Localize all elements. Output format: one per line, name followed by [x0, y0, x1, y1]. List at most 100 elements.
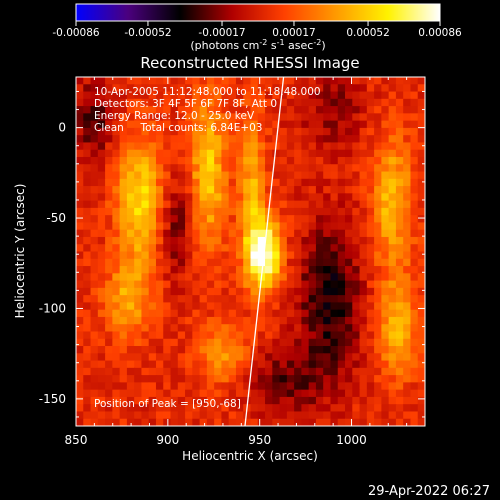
heatmap-cell	[388, 98, 397, 107]
heatmap-cell	[352, 266, 361, 274]
heatmap-cell	[199, 273, 208, 282]
heatmap-cell	[97, 215, 106, 224]
heatmap-cell	[308, 287, 317, 296]
heatmap-cell	[257, 331, 266, 340]
heatmap-cell	[134, 389, 143, 398]
heatmap-cell	[148, 382, 157, 391]
heatmap-cell	[337, 367, 346, 376]
heatmap-cell	[112, 295, 121, 303]
heatmap-cell	[83, 127, 92, 136]
heatmap-cell	[279, 251, 288, 260]
heatmap-cell	[403, 244, 412, 253]
heatmap-cell	[155, 331, 164, 340]
heatmap-cell	[330, 396, 339, 405]
heatmap-cell	[155, 411, 164, 420]
heatmap-cell	[206, 178, 215, 187]
heatmap-cell	[265, 222, 273, 231]
heatmap-cell	[235, 353, 244, 362]
heatmap-cell	[243, 280, 252, 289]
heatmap-cell	[301, 346, 310, 354]
heatmap-cell	[323, 171, 332, 180]
heatmap-cell	[301, 273, 310, 282]
heatmap-cell	[410, 200, 419, 209]
heatmap-cell	[330, 404, 339, 413]
heatmap-cell	[105, 382, 113, 391]
heatmap-cell	[148, 375, 157, 383]
heatmap-cell	[112, 266, 121, 274]
heatmap-cell	[177, 236, 186, 245]
heatmap-cell	[301, 236, 310, 245]
heatmap-cell	[294, 142, 302, 151]
heatmap-cell	[155, 120, 164, 129]
heatmap-cell	[366, 258, 375, 267]
heatmap-cell	[257, 389, 266, 398]
heatmap-cell	[76, 149, 84, 158]
heatmap-cell	[163, 382, 172, 391]
heatmap-cell	[235, 98, 244, 107]
heatmap-cell	[76, 324, 84, 333]
heatmap-cell	[374, 287, 382, 296]
heatmap-cell	[83, 207, 92, 216]
heatmap-cell	[265, 113, 273, 122]
heatmap-cell	[83, 251, 92, 260]
heatmap-cell	[228, 353, 237, 362]
heatmap-cell	[134, 244, 143, 253]
heatmap-cell	[250, 244, 259, 253]
heatmap-cell	[294, 396, 302, 405]
heatmap-cell	[192, 236, 201, 245]
heatmap-cell	[294, 302, 302, 311]
heatmap-cell	[352, 338, 361, 347]
heatmap-cell	[105, 375, 113, 383]
heatmap-cell	[374, 193, 382, 202]
heatmap-cell	[286, 164, 295, 173]
heatmap-cell	[272, 353, 281, 362]
heatmap-cell	[185, 77, 193, 85]
heatmap-cell	[345, 77, 353, 85]
heatmap-cell	[301, 98, 310, 107]
heatmap-cell	[126, 411, 135, 420]
heatmap-cell	[83, 178, 92, 187]
heatmap-cell	[185, 295, 193, 303]
heatmap-cell	[228, 113, 237, 122]
heatmap-cell	[148, 178, 157, 187]
heatmap-cell	[199, 360, 208, 369]
heatmap-cell	[257, 418, 266, 426]
heatmap-cell	[192, 346, 201, 354]
heatmap-cell	[141, 156, 150, 165]
heatmap-cell	[119, 360, 128, 369]
heatmap-cell	[134, 127, 143, 136]
heatmap-cell	[395, 382, 404, 391]
heatmap-cell	[214, 98, 223, 107]
heatmap-cell	[185, 396, 193, 405]
heatmap-cell	[134, 287, 143, 296]
heatmap-cell	[199, 106, 208, 114]
heatmap-cell	[337, 186, 346, 194]
heatmap-cell	[83, 171, 92, 180]
heatmap-cell	[90, 186, 99, 194]
heatmap-cell	[359, 309, 368, 318]
heatmap-cell	[221, 120, 230, 129]
heatmap-cell	[279, 389, 288, 398]
heatmap-cell	[395, 418, 404, 426]
heatmap-cell	[119, 295, 128, 303]
heatmap-cell	[185, 280, 193, 289]
heatmap-cell	[279, 418, 288, 426]
heatmap-cell	[221, 382, 230, 391]
heatmap-cell	[83, 222, 92, 231]
heatmap-cell	[199, 346, 208, 354]
heatmap-cell	[97, 302, 106, 311]
heatmap-cell	[134, 258, 143, 267]
heatmap-cell	[235, 120, 244, 129]
heatmap-cell	[301, 178, 310, 187]
heatmap-cell	[337, 389, 346, 398]
heatmap-cell	[90, 389, 99, 398]
heatmap-cell	[83, 98, 92, 107]
heatmap-cell	[294, 324, 302, 333]
heatmap-cell	[90, 382, 99, 391]
heatmap-cell	[206, 127, 215, 136]
heatmap-cell	[279, 360, 288, 369]
heatmap-cell	[381, 178, 390, 187]
heatmap-cell	[294, 266, 302, 274]
heatmap-cell	[352, 309, 361, 318]
heatmap-cell	[403, 418, 412, 426]
